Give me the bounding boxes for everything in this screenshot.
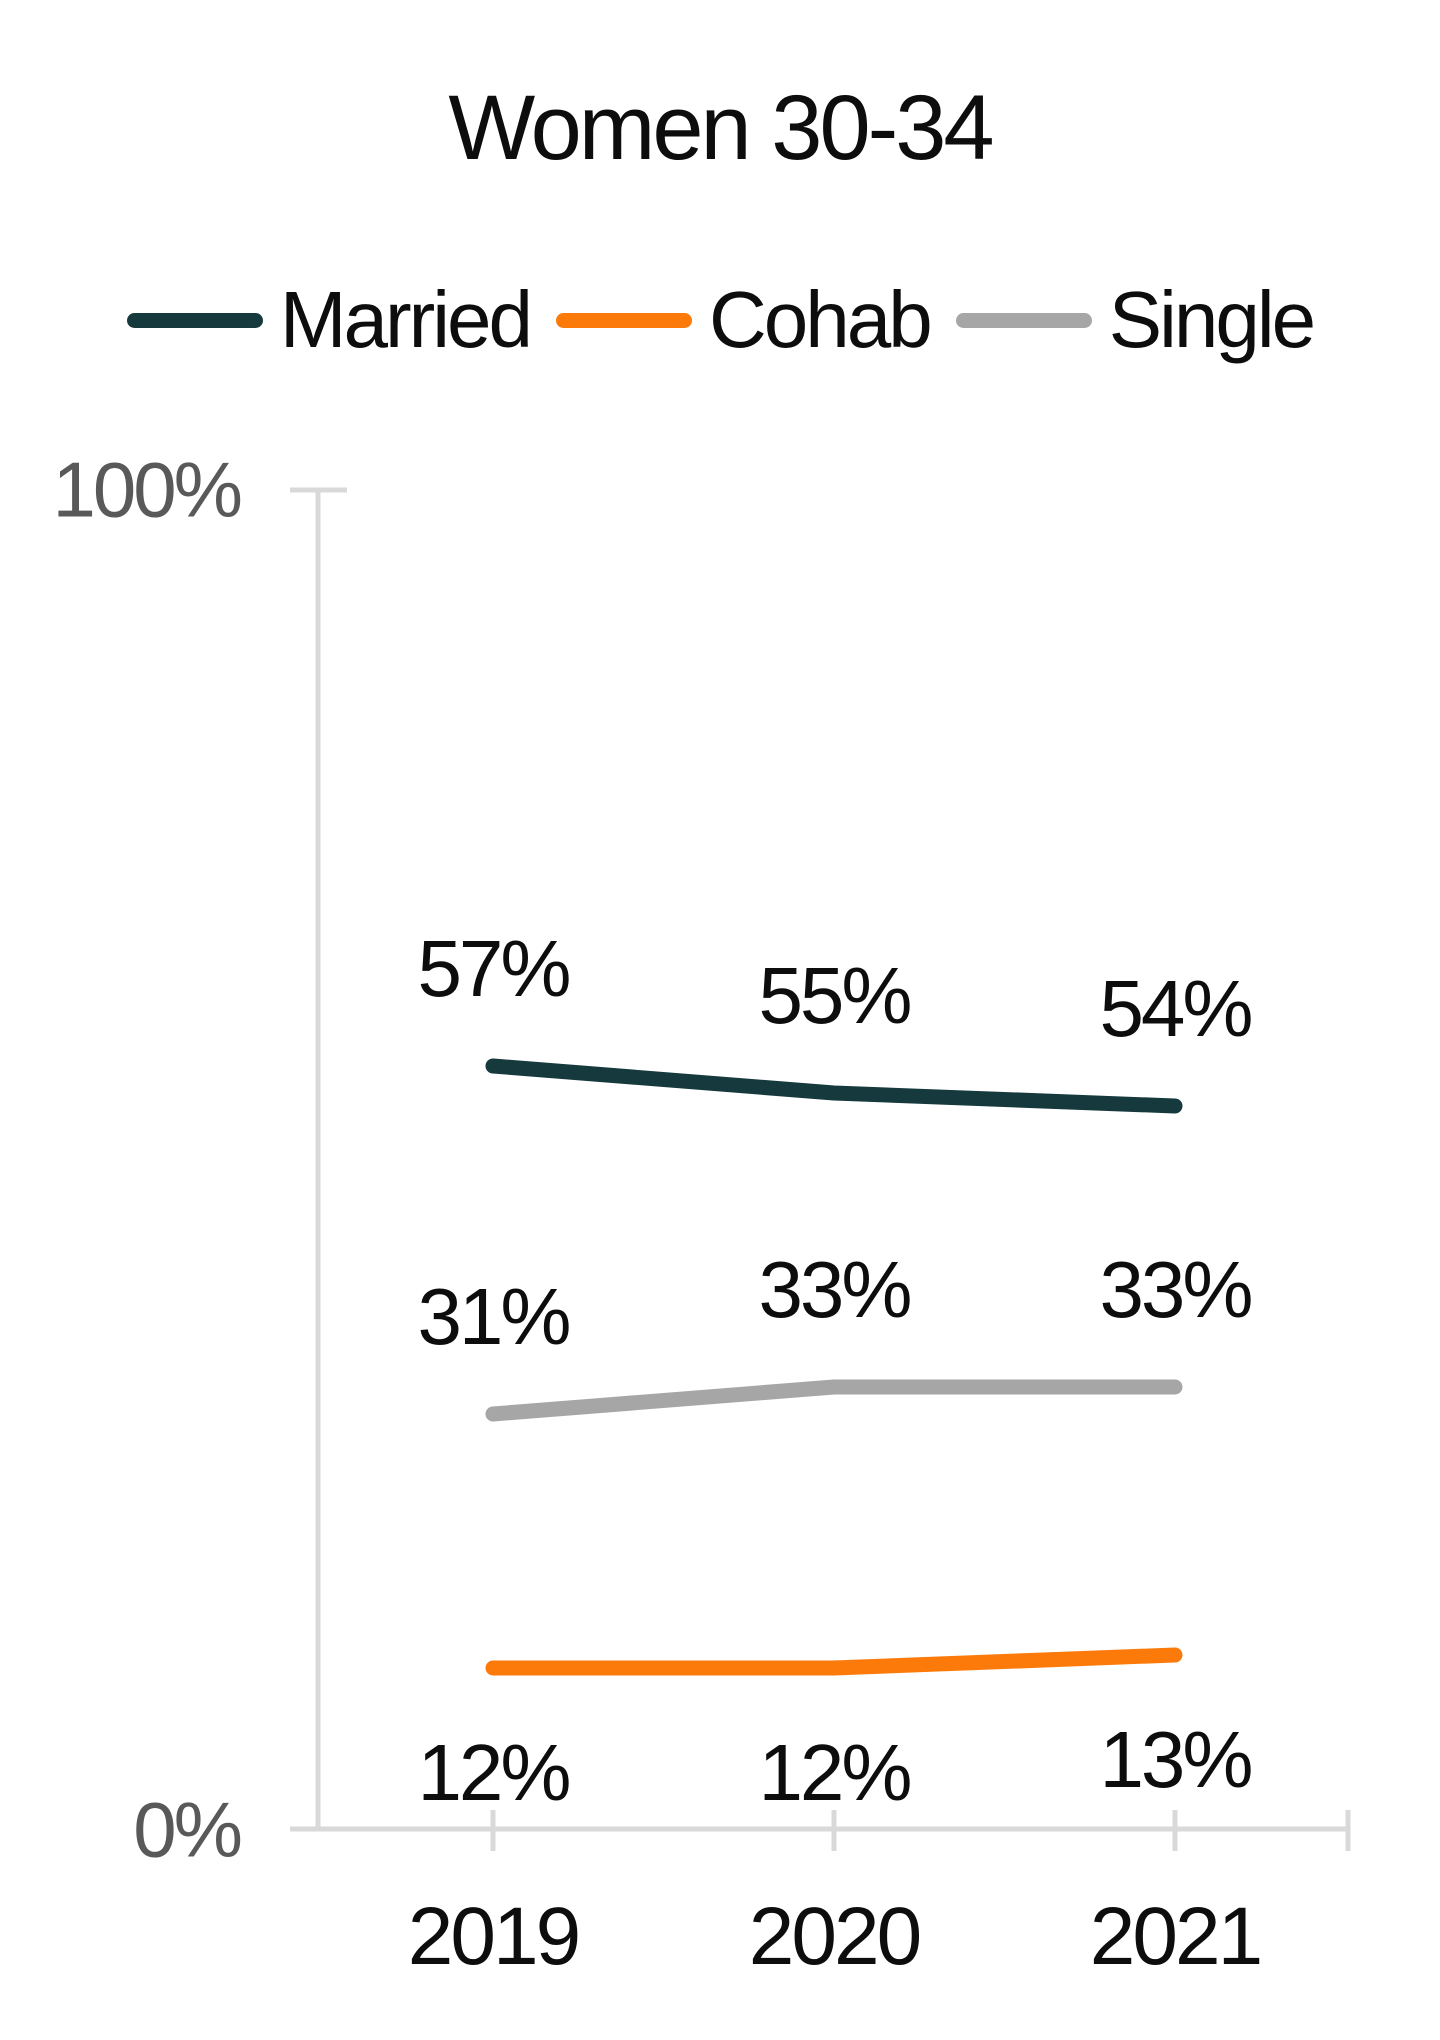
data-label-cohab-2019: 12% (417, 1728, 571, 1817)
data-label-married-2019: 57% (417, 924, 571, 1013)
data-label-single-2020: 33% (758, 1245, 912, 1334)
married-line (485, 1058, 1183, 1114)
data-label-cohab-2021: 13% (1099, 1715, 1253, 1804)
y-axis-label-100: 100% (52, 445, 243, 534)
legend-label-cohab: Cohab (709, 275, 933, 364)
married-line-swatch-icon (126, 312, 263, 328)
cohab-line-swatch-icon (556, 312, 693, 328)
y-axis-label-0: 0% (133, 1785, 243, 1874)
data-label-single-2021: 33% (1099, 1245, 1253, 1334)
legend-item-married: Married (126, 274, 533, 366)
legend: Married Cohab Single (0, 266, 1440, 374)
x-axis-label-2021: 2021 (1089, 1891, 1263, 1982)
single-line (485, 1379, 1183, 1422)
chart-title: Women 30-34 (448, 77, 994, 179)
legend-item-single: Single (955, 274, 1316, 366)
data-label-married-2021: 54% (1099, 964, 1253, 1053)
legend-label-married: Married (279, 275, 533, 364)
data-label-cohab-2020: 12% (758, 1728, 912, 1817)
data-label-single-2019: 31% (417, 1272, 571, 1361)
cohab-line (485, 1647, 1183, 1676)
legend-label-single: Single (1108, 275, 1316, 364)
x-axis-label-2020: 2020 (748, 1891, 922, 1982)
x-axis-label-2019: 2019 (407, 1891, 581, 1982)
legend-item-cohab: Cohab (556, 274, 933, 366)
data-label-married-2020: 55% (758, 951, 912, 1040)
single-line-swatch-icon (955, 312, 1092, 328)
